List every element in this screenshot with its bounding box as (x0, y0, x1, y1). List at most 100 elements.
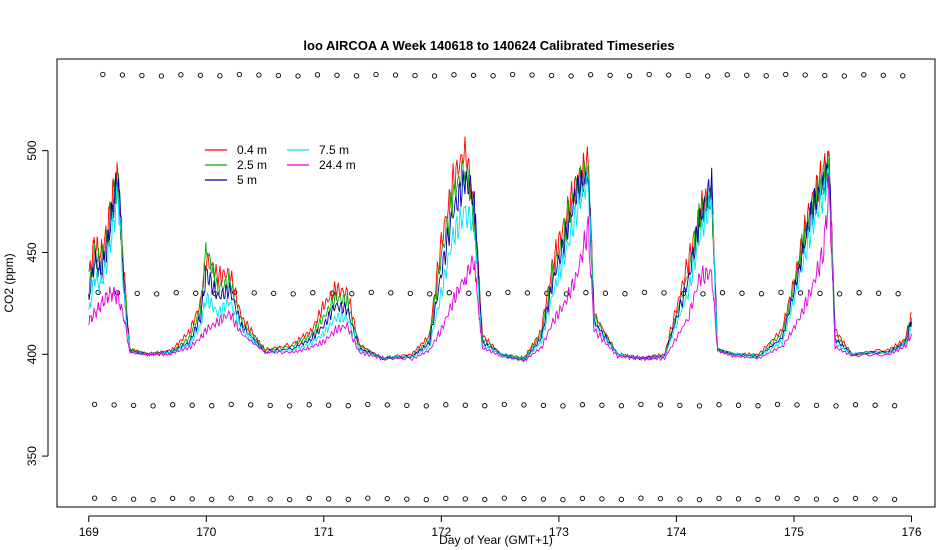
reference-point (287, 403, 293, 409)
reference-point (622, 291, 628, 297)
reference-point (763, 73, 769, 79)
reference-point (170, 495, 176, 502)
reference-point (501, 401, 507, 408)
reference-point (646, 71, 652, 78)
reference-point (774, 495, 781, 501)
reference-point (158, 73, 165, 79)
reference-point (404, 402, 410, 409)
reference-point (443, 495, 449, 502)
reference-point (529, 72, 535, 78)
reference-point (345, 403, 351, 409)
reference-point (661, 290, 667, 296)
reference-point (735, 496, 742, 502)
reference-point (895, 291, 901, 297)
reference-point (677, 402, 683, 409)
reference-point (626, 73, 633, 79)
reference-point (861, 72, 867, 78)
reference-point (314, 72, 321, 78)
reference-point (875, 290, 882, 296)
reference-point (568, 73, 574, 79)
reference-point (119, 72, 126, 78)
series-line (88, 175, 912, 363)
reference-point (744, 72, 750, 78)
reference-point (443, 402, 449, 408)
reference-point (856, 290, 862, 296)
reference-point (470, 72, 477, 78)
x-tick-label: 172 (431, 525, 451, 539)
reference-point (365, 401, 371, 408)
reference-point (677, 496, 683, 502)
x-tick-label: 171 (314, 525, 334, 539)
reference-point (236, 71, 243, 78)
reference-point (139, 72, 145, 79)
reference-point (404, 496, 410, 502)
legend-label: 5 m (237, 173, 257, 187)
reference-point (170, 402, 176, 408)
reference-point (251, 290, 257, 296)
reference-point (599, 496, 605, 502)
reference-point (880, 72, 886, 78)
reference-point (618, 403, 625, 409)
reference-point (841, 73, 847, 79)
chart-title: loo AIRCOA A Week 140618 to 140624 Calib… (303, 38, 674, 53)
reference-point (618, 496, 625, 503)
reference-point (505, 289, 511, 296)
reference-point (197, 72, 204, 78)
reference-point (638, 495, 644, 501)
reference-point (466, 290, 472, 296)
reference-point (599, 402, 605, 408)
reference-point (755, 496, 761, 503)
reference-point (755, 403, 761, 409)
reference-point (774, 401, 781, 408)
series-line (88, 166, 912, 363)
x-axis: 169 170 171 172 173 174 175 176 (79, 515, 922, 539)
reference-point (833, 496, 839, 503)
reference-point (91, 401, 98, 408)
reference-point (666, 72, 672, 78)
reference-point (267, 496, 273, 502)
reference-point (384, 402, 390, 408)
reference-point (852, 402, 859, 408)
reference-point (248, 402, 254, 408)
reference-point (111, 495, 117, 502)
reference-point (446, 290, 452, 296)
reference-point (130, 402, 137, 409)
reference-point (705, 73, 711, 79)
x-tick-label: 175 (784, 525, 804, 539)
reference-point (326, 496, 332, 502)
reference-point (217, 73, 223, 79)
reference-point (716, 495, 722, 502)
reference-point (407, 290, 413, 297)
x-tick-label: 173 (549, 525, 569, 539)
reference-point (271, 290, 277, 297)
reference-point (822, 72, 828, 79)
reference-point (412, 72, 418, 79)
reference-point (891, 403, 898, 409)
reference-point (290, 291, 296, 297)
reference-point (134, 290, 140, 297)
reference-point (813, 496, 820, 502)
reference-point (700, 291, 706, 297)
reference-point (579, 402, 586, 408)
reference-point (540, 402, 547, 409)
x-tick-label: 170 (196, 525, 216, 539)
reference-point (778, 289, 784, 296)
y-tick-label: 400 (25, 344, 39, 364)
reference-point (349, 291, 355, 297)
reference-point (607, 72, 613, 78)
reference-point (696, 496, 703, 503)
reference-point (295, 73, 301, 79)
reference-point (482, 496, 488, 503)
legend: 0.4 m2.5 m5 m 7.5 m24.4 m (205, 143, 356, 187)
series-lines (88, 136, 912, 363)
reference-points (91, 71, 906, 503)
series-line (88, 136, 912, 362)
reference-point (310, 290, 316, 296)
reference-point (583, 290, 589, 296)
reference-point (490, 73, 496, 79)
reference-point (423, 496, 429, 503)
reference-point (560, 496, 566, 503)
legend-label: 2.5 m (237, 158, 267, 172)
reference-point (189, 402, 195, 408)
reference-point (524, 290, 531, 296)
